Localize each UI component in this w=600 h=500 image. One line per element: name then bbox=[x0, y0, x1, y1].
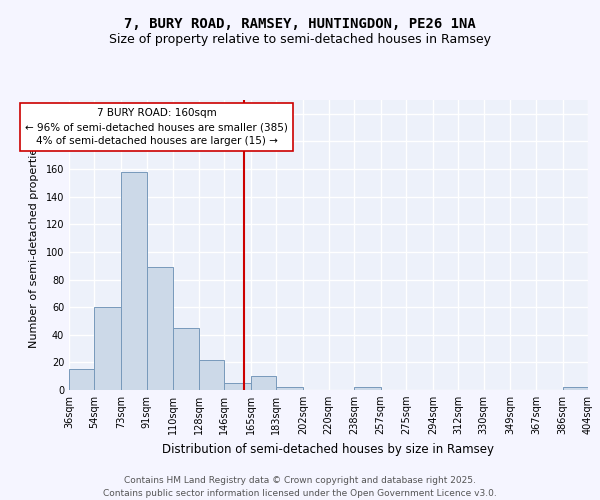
Bar bbox=[277, 387, 303, 390]
Text: 7, BURY ROAD, RAMSEY, HUNTINGDON, PE26 1NA: 7, BURY ROAD, RAMSEY, HUNTINGDON, PE26 1… bbox=[124, 18, 476, 32]
Bar bbox=[69, 370, 94, 390]
Text: Contains HM Land Registry data © Crown copyright and database right 2025.: Contains HM Land Registry data © Crown c… bbox=[124, 476, 476, 485]
Bar bbox=[251, 376, 277, 390]
Bar bbox=[121, 172, 146, 390]
Bar bbox=[199, 360, 224, 390]
Y-axis label: Number of semi-detached properties: Number of semi-detached properties bbox=[29, 142, 38, 348]
Bar bbox=[224, 383, 251, 390]
Text: 7 BURY ROAD: 160sqm
← 96% of semi-detached houses are smaller (385)
4% of semi-d: 7 BURY ROAD: 160sqm ← 96% of semi-detach… bbox=[25, 108, 288, 146]
Bar bbox=[563, 387, 588, 390]
Bar bbox=[94, 307, 121, 390]
Bar bbox=[146, 267, 173, 390]
Bar bbox=[354, 387, 380, 390]
X-axis label: Distribution of semi-detached houses by size in Ramsey: Distribution of semi-detached houses by … bbox=[163, 442, 494, 456]
Text: Contains public sector information licensed under the Open Government Licence v3: Contains public sector information licen… bbox=[103, 489, 497, 498]
Bar bbox=[173, 328, 199, 390]
Text: Size of property relative to semi-detached houses in Ramsey: Size of property relative to semi-detach… bbox=[109, 32, 491, 46]
